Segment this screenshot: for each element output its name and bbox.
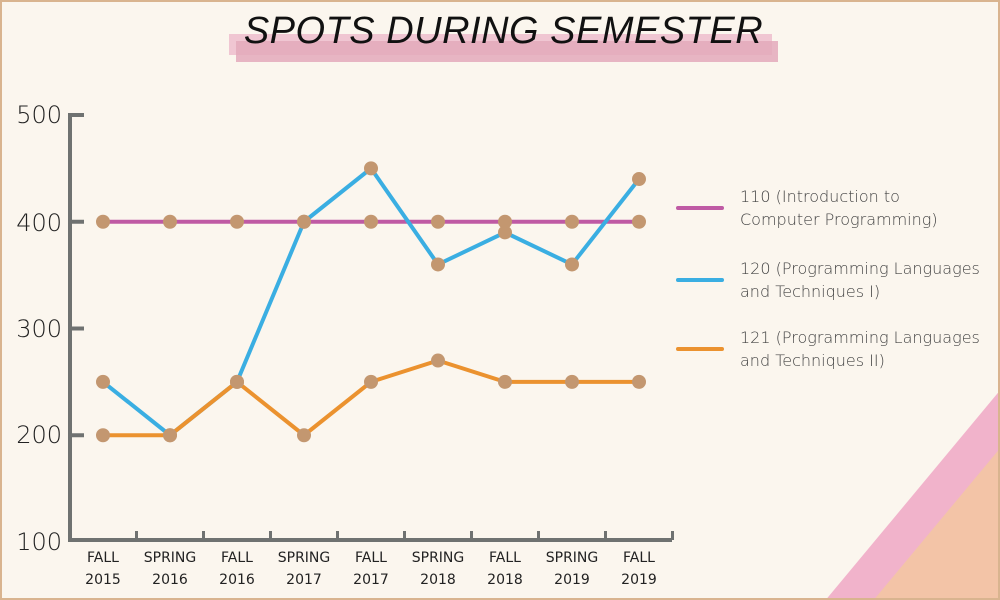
data-point-marker [163,214,177,229]
series-lines [101,166,641,438]
legend-label: 121 (Programming Languages and Technique… [740,328,980,370]
data-point-marker [632,172,646,187]
data-point-marker [632,374,646,389]
legend-label: 110 (Introduction to Computer Programmin… [740,187,938,229]
x-tick-label: SPRING 2016 [143,550,197,588]
data-point-marker [364,374,378,389]
y-tick-label: 300 [16,315,62,343]
data-point-marker [96,374,110,389]
data-point-marker [498,374,512,389]
data-point-marker [297,428,311,443]
legend-swatch-icon [676,347,724,351]
corner-peach-decoration [875,450,998,598]
legend-item-120: 120 (Programming Languages and Technique… [676,257,980,303]
data-point-marker [632,214,646,229]
data-point-marker [498,225,512,240]
data-point-marker [565,374,579,389]
x-tick-label: FALL 2018 [487,550,523,588]
title-highlight-shadow [236,41,778,62]
x-tick-label: FALL 2015 [85,550,121,588]
x-tick-label: FALL 2019 [621,550,657,588]
chart-title: SPOTS DURING SEMESTER [243,10,764,52]
legend-item-110: 110 (Introduction to Computer Programmin… [676,185,938,231]
y-tick-label: 100 [16,528,62,556]
y-tick-label: 200 [16,421,62,449]
y-tick-label: 500 [16,101,62,129]
x-tick-label: SPRING 2018 [411,550,465,588]
x-tick-label: SPRING 2017 [277,550,331,588]
legend-swatch-icon [676,278,724,282]
data-point-marker [565,214,579,229]
data-point-marker [364,214,378,229]
data-point-marker [230,374,244,389]
x-tick-label: SPRING 2019 [545,550,599,588]
data-point-marker [364,161,378,176]
data-point-marker [297,214,311,229]
axes [68,113,674,542]
data-point-marker [230,214,244,229]
data-point-marker [96,214,110,229]
legend-item-121: 121 (Programming Languages and Technique… [676,326,980,372]
data-point-marker [431,353,445,368]
data-point-marker [431,214,445,229]
data-point-marker [163,428,177,443]
data-markers [96,161,646,443]
legend-swatch-icon [676,206,724,210]
x-tick-label: FALL 2017 [353,550,389,588]
legend-label: 120 (Programming Languages and Technique… [740,259,980,301]
x-tick-label: FALL 2016 [219,550,255,588]
data-point-marker [431,257,445,272]
data-point-marker [498,214,512,229]
data-point-marker [565,257,579,272]
y-tick-label: 400 [16,209,62,237]
data-point-marker [96,428,110,443]
